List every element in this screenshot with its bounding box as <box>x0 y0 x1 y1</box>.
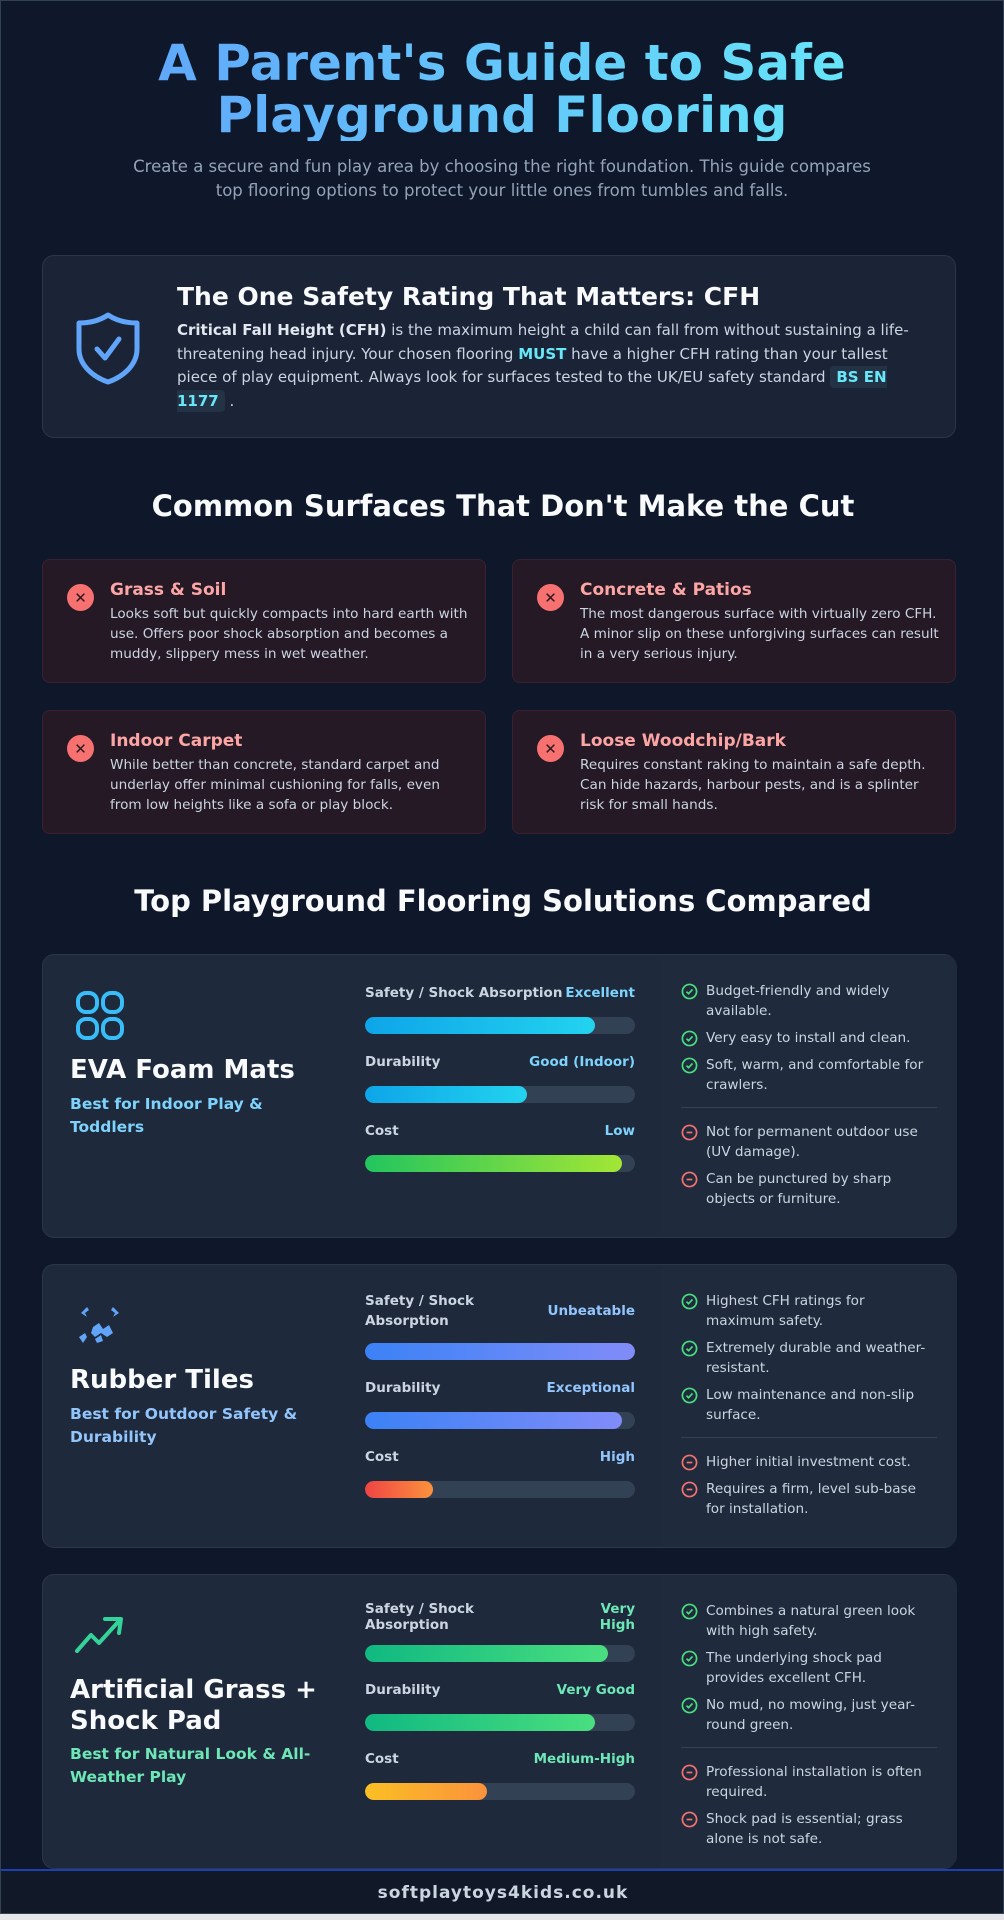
shield-check-icon <box>76 312 140 385</box>
metric-cost: Cost Low <box>365 1119 635 1172</box>
bad-surfaces-heading: Common Surfaces That Don't Make the Cut <box>151 489 855 523</box>
bad-surface-text: While better than concrete, standard car… <box>110 757 440 813</box>
minus-circle-icon <box>681 1124 698 1141</box>
solution-card-rubber: Rubber Tiles Best for Outdoor Safety & D… <box>42 1264 957 1548</box>
puzzle-tiles-icon <box>79 1307 119 1343</box>
solution-name: Artificial Grass + Shock Pad <box>70 1675 317 1736</box>
x-circle-icon: ✕ <box>537 584 564 611</box>
check-circle-icon <box>681 1650 698 1667</box>
cost-bar <box>365 1481 635 1498</box>
durability-bar <box>365 1412 635 1429</box>
con-item: Higher initial investment cost. <box>681 1452 937 1472</box>
pro-item: Extremely durable and weather-resistant. <box>681 1338 937 1378</box>
safety-bar <box>365 1017 635 1034</box>
minus-circle-icon <box>681 1764 698 1781</box>
pro-item: The underlying shock pad provides excell… <box>681 1648 937 1688</box>
bad-surface-card: ✕ Loose Woodchip/Bark Requires constant … <box>512 710 956 834</box>
cfh-title: The One Safety Rating That Matters: CFH <box>177 282 761 311</box>
metrics: Safety / Shock Absorption Very High Durab… <box>365 1601 635 1816</box>
metric-durability: Durability Good (Indoor) <box>365 1050 635 1103</box>
con-item: Requires a firm, level sub-base for inst… <box>681 1479 937 1519</box>
bad-surface-title: Indoor Carpet <box>110 731 243 751</box>
x-circle-icon: ✕ <box>67 735 94 762</box>
x-circle-icon: ✕ <box>537 735 564 762</box>
minus-circle-icon <box>681 1454 698 1471</box>
foam-tiles-icon <box>76 991 124 1040</box>
must-emphasis: MUST <box>518 344 567 363</box>
bad-surface-text: Looks soft but quickly compacts into har… <box>110 606 468 662</box>
pro-item: Low maintenance and non-slip surface. <box>681 1385 937 1425</box>
metric-safety: Safety / Shock Absorption Unbeatable <box>365 1291 635 1360</box>
footer: softplaytoys4kids.co.uk <box>1 1869 1003 1913</box>
check-circle-icon <box>681 1387 698 1404</box>
metrics: Safety / Shock Absorption Unbeatable Dura… <box>365 1291 635 1514</box>
pro-item: Combines a natural green look with high … <box>681 1601 937 1641</box>
bad-surface-card: ✕ Grass & Soil Looks soft but quickly co… <box>42 559 486 683</box>
page-subtitle: Create a secure and fun play area by cho… <box>133 157 871 200</box>
solution-name: Rubber Tiles <box>70 1365 254 1395</box>
pro-item: Budget-friendly and widely available. <box>681 981 937 1021</box>
pros-cons: Combines a natural green look with high … <box>661 1575 957 1868</box>
divider <box>681 1437 937 1438</box>
metric-cost: Cost High <box>365 1445 635 1498</box>
metric-safety: Safety / Shock Absorption Excellent <box>365 981 635 1034</box>
check-circle-icon <box>681 1603 698 1620</box>
con-item: Not for permanent outdoor use (UV damage… <box>681 1122 937 1162</box>
minus-circle-icon <box>681 1811 698 1828</box>
check-circle-icon <box>681 1340 698 1357</box>
safety-bar <box>365 1645 635 1662</box>
con-item: Can be punctured by sharp objects or fur… <box>681 1169 937 1209</box>
solution-card-eva: EVA Foam Mats Best for Indoor Play & Tod… <box>42 954 957 1238</box>
cfh-description: Critical Fall Height (CFH) is the maximu… <box>177 321 909 412</box>
pro-item: Very easy to install and clean. <box>681 1028 937 1048</box>
con-item: Professional installation is often requi… <box>681 1762 937 1802</box>
con-item: Shock pad is essential; grass alone is n… <box>681 1809 937 1849</box>
solution-best-for: Best for Natural Look & All-Weather Play <box>70 1745 311 1786</box>
page-title: A Parent's Guide to Safe Playground Floo… <box>122 37 882 141</box>
cost-bar <box>365 1155 635 1172</box>
metric-durability: Durability Exceptional <box>365 1376 635 1429</box>
minus-circle-icon <box>681 1481 698 1498</box>
durability-bar <box>365 1714 635 1731</box>
solution-best-for: Best for Indoor Play & Toddlers <box>70 1095 263 1136</box>
check-circle-icon <box>681 1293 698 1310</box>
cost-bar <box>365 1783 635 1800</box>
cfh-term: Critical Fall Height (CFH) <box>177 321 387 339</box>
footer-website: softplaytoys4kids.co.uk <box>377 1883 629 1903</box>
durability-bar <box>365 1086 635 1103</box>
bad-surface-text: Requires constant raking to maintain a s… <box>580 757 926 813</box>
bad-surface-title: Loose Woodchip/Bark <box>580 731 786 751</box>
metrics: Safety / Shock Absorption Excellent Durab… <box>365 981 635 1188</box>
divider <box>681 1107 937 1108</box>
solution-card-artificial-grass: Artificial Grass + Shock Pad Best for Na… <box>42 1574 957 1869</box>
check-circle-icon <box>681 1057 698 1074</box>
solutions-heading: Top Playground Flooring Solutions Compar… <box>134 884 872 918</box>
pro-item: No mud, no mowing, just year-round green… <box>681 1695 937 1735</box>
pros-cons: Highest CFH ratings for maximum safety. … <box>661 1265 957 1547</box>
bad-surface-title: Grass & Soil <box>110 580 227 600</box>
minus-circle-icon <box>681 1171 698 1188</box>
check-circle-icon <box>681 983 698 1000</box>
check-circle-icon <box>681 1697 698 1714</box>
solution-best-for: Best for Outdoor Safety & Durability <box>70 1405 298 1446</box>
safety-bar <box>365 1343 635 1360</box>
pros-cons: Budget-friendly and widely available. Ve… <box>661 955 957 1237</box>
trending-up-icon <box>75 1617 123 1653</box>
bad-surface-text: The most dangerous surface with virtuall… <box>580 606 939 662</box>
pro-item: Soft, warm, and comfortable for crawlers… <box>681 1055 937 1095</box>
bad-surface-title: Concrete & Patios <box>580 580 752 600</box>
pro-item: Highest CFH ratings for maximum safety. <box>681 1291 937 1331</box>
x-circle-icon: ✕ <box>67 584 94 611</box>
bad-surface-card: ✕ Indoor Carpet While better than concre… <box>42 710 486 834</box>
solution-name: EVA Foam Mats <box>70 1055 295 1085</box>
divider <box>681 1747 937 1748</box>
check-circle-icon <box>681 1030 698 1047</box>
cfh-info-card: The One Safety Rating That Matters: CFH … <box>42 255 956 438</box>
metric-safety: Safety / Shock Absorption Very High <box>365 1601 635 1662</box>
metric-durability: Durability Very Good <box>365 1678 635 1731</box>
header: A Parent's Guide to Safe Playground Floo… <box>1 1 1003 203</box>
metric-cost: Cost Medium-High <box>365 1747 635 1800</box>
bad-surface-card: ✕ Concrete & Patios The most dangerous s… <box>512 559 956 683</box>
